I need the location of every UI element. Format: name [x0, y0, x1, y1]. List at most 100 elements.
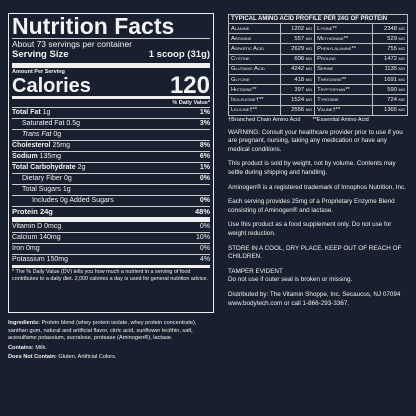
- nutrient-dv: 0%: [199, 175, 210, 182]
- vitamin-name: Calcium 140mg: [12, 234, 61, 241]
- amino-row: Aspartic Acid 2629 mg Phenylalanine** 755 m…: [228, 43, 408, 55]
- amino-name: Phenylalanine**: [314, 43, 374, 55]
- eaa: **Essential Amino Acid: [312, 116, 369, 123]
- amino-row: Histidine** 397 mg Tryptophan** 590 mg: [228, 84, 408, 96]
- nutrient: Saturated Fat 0.5g: [12, 119, 80, 129]
- amino-amount: 606 mg: [279, 53, 316, 65]
- nutrient: Cholesterol 25mg: [12, 141, 70, 151]
- vitamin-row: Vitamin D 0mcg 0%: [12, 222, 210, 232]
- amino-row: Leucine†** 2556 mg Valine†** 1365 mg: [228, 104, 408, 116]
- amino-amount: 1524 mg: [279, 94, 316, 106]
- text: Gluten, Artificial Colors.: [58, 354, 117, 361]
- amino-name: Valine†**: [314, 104, 374, 116]
- nutrient: Includes 0g Added Sugars: [12, 196, 114, 206]
- nutrient-dv: 6%: [199, 153, 210, 160]
- amino-amount: 1202 mg: [279, 22, 316, 35]
- amino-amount: 4242 mg: [279, 63, 316, 75]
- amino-name: Alanine: [228, 22, 281, 35]
- nutrient-amount: 24g: [39, 207, 53, 216]
- nutrient-name: Cholesterol: [12, 142, 51, 149]
- nutrient-row: Includes 0g Added Sugars 0%: [12, 195, 210, 206]
- amino-amount: 724 mg: [372, 94, 408, 106]
- amino-name: Leucine†**: [228, 104, 281, 116]
- servings: About 73 servings per container: [12, 38, 210, 49]
- serving-size: Serving Size 1 scoop (31g): [12, 49, 210, 61]
- vitamin-name: Potassium 150mg: [12, 256, 69, 263]
- nutrient: Total Sugars 1g: [12, 185, 71, 195]
- label: Contains:: [8, 344, 34, 351]
- footnote: * The % Daily Value (DV) tells you how m…: [12, 265, 210, 283]
- note: Each serving provides 25mg of a Propriet…: [228, 198, 395, 214]
- nutrient-rows: Total Fat 1g 1% Saturated Fat 0.5g 3% Trans …: [12, 107, 210, 217]
- amino-amount: 2629 mg: [279, 43, 316, 55]
- note: Do not use if outer seal is broken or mi…: [228, 276, 353, 284]
- label: Ingredients:: [8, 320, 41, 326]
- dv-header: % Daily Value*: [12, 96, 210, 107]
- nutrient-name: Total Carbohydrate: [12, 164, 76, 171]
- nutrient-name: Sodium: [12, 153, 38, 160]
- amino-row: Alanine 1202 mg Lysine** 2348 mg: [228, 22, 408, 35]
- amino-name: Tyrosine: [314, 94, 374, 106]
- nutrient-row: Cholesterol 25mg 8%: [12, 140, 210, 151]
- amino-row: Arginine 557 mg Methionine** 529 mg: [228, 33, 408, 45]
- nutrient-row: Sodium 135mg 6%: [12, 151, 210, 162]
- nutrient: Dietary Fiber 0g: [12, 174, 72, 184]
- amino-name: Proline: [314, 53, 374, 65]
- amino-name: Glutamic Acid: [228, 63, 281, 75]
- amino-amount: 2348 mg: [372, 22, 408, 35]
- vitamin-row: Calcium 140mg 10%: [12, 232, 210, 243]
- vitamin-rows: Vitamin D 0mcg 0% Calcium 140mg 10% Iron 0mg…: [12, 217, 210, 265]
- amino-name: Aspartic Acid: [228, 43, 281, 55]
- nutrient-row: Protein 24g 48%: [12, 206, 210, 217]
- nutrient-name: Total Sugars: [22, 186, 61, 193]
- label: Does Not Contain:: [8, 354, 57, 361]
- note: STORE IN A COOL, DRY PLACE. KEEP OUT OF …: [228, 244, 402, 261]
- nutrient-name: Protein: [12, 207, 38, 216]
- amino-name: Cystine: [228, 53, 281, 65]
- amino-title: TYPICAL AMINO ACID PROFILE PER 24G OF PR…: [228, 14, 408, 24]
- nutrition-panel: Nutrition Facts About 73 servings per co…: [8, 13, 214, 313]
- amino-amount: 557 mg: [279, 33, 316, 45]
- nutrient: Sodium 135mg: [12, 152, 61, 162]
- nutrient-dv: 8%: [199, 142, 210, 149]
- contains-line: Contains: Milk.: [8, 345, 216, 353]
- nutrient: Trans Fat 0g: [12, 130, 61, 140]
- amino-row: Isoleucine†** 1524 mg Tyrosine 724 mg: [228, 94, 408, 106]
- ingredients: Ingredients: Protein blend (whey protein…: [8, 320, 216, 362]
- nutrient-amount: 25mg: [52, 142, 70, 149]
- title: Nutrition Facts: [12, 13, 175, 39]
- vitamin-dv: 0%: [199, 245, 210, 252]
- vitamin-name: Iron 0mg: [12, 245, 40, 252]
- value: 120: [169, 72, 210, 99]
- nutrient-amount: 1g: [62, 186, 71, 193]
- amino-row: Glutamic Acid 4242 mg Serine 1135 mg: [228, 63, 408, 75]
- note: Distributed by: The Vitamin Shoppe, Inc.…: [228, 291, 401, 307]
- nutrient-amount: 1g: [42, 109, 51, 116]
- amino-name: Glycine: [228, 73, 281, 86]
- amino-footnotes: †Branched Chain Amino Acid **Essential A…: [228, 117, 408, 123]
- amino-amount: 755 mg: [372, 43, 408, 55]
- nutrient-row: Dietary Fiber 0g 0%: [12, 173, 210, 184]
- vitamin-name: Vitamin D 0mcg: [12, 223, 62, 230]
- nutrient-dv: 3%: [199, 120, 210, 127]
- amino-amount: 1472 mg: [372, 53, 408, 65]
- notes: WARNING: Consult your healthcare provide…: [228, 129, 408, 309]
- right-column: TYPICAL AMINO ACID PROFILE PER 24G OF PR…: [228, 14, 408, 308]
- nutrient-dv: 0%: [199, 197, 210, 204]
- nutrient-amount: 2g: [77, 164, 86, 171]
- vitamin-dv: 4%: [199, 256, 210, 263]
- amino-name: Methionine**: [314, 33, 374, 45]
- amino-amount: 1135 mg: [372, 63, 408, 75]
- amino-name: Lysine**: [314, 22, 374, 35]
- amino-amount: 397 mg: [279, 84, 316, 96]
- nutrient: Total Carbohydrate 2g: [12, 163, 85, 173]
- nutrient-name: Saturated Fat: [22, 120, 65, 127]
- nutrient-dv: 48%: [194, 207, 210, 216]
- amino-table: TYPICAL AMINO ACID PROFILE PER 24G OF PR…: [228, 14, 408, 116]
- nutrient-dv: 1%: [199, 109, 210, 116]
- amino-name: Tryptophan**: [314, 84, 374, 96]
- amino-amount: 418 mg: [279, 73, 316, 86]
- nutrient-amount: 0g: [64, 175, 72, 182]
- text: Protein blend (whey protein isolate, whe…: [8, 320, 197, 342]
